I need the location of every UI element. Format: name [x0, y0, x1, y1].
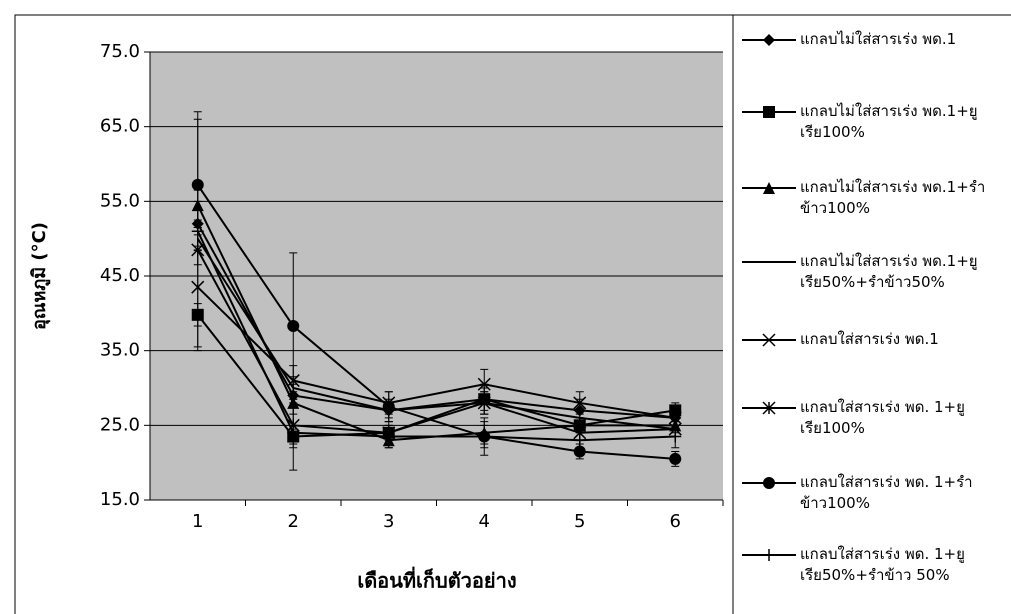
y-tick-label: 15.0: [100, 489, 140, 510]
legend-label: แกลบใส่สารเร่ง พด. 1+ยูเรีย50%+รำข้าว 50…: [800, 544, 1008, 586]
x-tick-label: 1: [192, 511, 203, 532]
chart: อุณหภูมิ (°C) เดือนที่เก็บตัวอย่าง 15.0 2…: [0, 0, 1011, 614]
marker: [763, 106, 775, 118]
y-tick-label: 55.0: [100, 190, 140, 211]
x-tick-label: 6: [670, 511, 681, 532]
page: อุณหภูมิ (°C) เดือนที่เก็บตัวอย่าง 15.0 2…: [0, 0, 1011, 614]
x-tick-label: 5: [574, 511, 585, 532]
y-tick-label: 75.0: [100, 41, 140, 62]
x-tick-label: 2: [288, 511, 299, 532]
marker: [669, 453, 681, 465]
legend-label: แกลบไม่ใส่สารเร่ง พด.1+รำข้าว100%: [800, 177, 1008, 219]
legend-label: แกลบใส่สารเร่ง พด. 1+ยูเรีย100%: [800, 397, 1008, 439]
x-tick-label: 3: [383, 511, 394, 532]
marker: [383, 401, 395, 413]
x-tick-label: 4: [479, 511, 490, 532]
legend-label: แกลบไม่ใส่สารเร่ง พด.1+ยูเรีย100%: [800, 101, 1008, 143]
y-tick-label: 35.0: [100, 340, 140, 361]
legend-label: แกลบใส่สารเร่ง พด. 1+รำข้าว100%: [800, 472, 1008, 514]
legend-label: แกลบไม่ใส่สารเร่ง พด.1+ยูเรีย50%+รำข้าว5…: [800, 251, 1008, 293]
y-axis-title: อุณหภูมิ (°C): [29, 222, 51, 330]
y-tick-label: 45.0: [100, 265, 140, 286]
x-axis-title: เดือนที่เก็บตัวอย่าง: [357, 566, 516, 593]
y-tick-label: 65.0: [100, 116, 140, 137]
marker: [287, 320, 299, 332]
legend-label: แกลบใส่สารเร่ง พด.1: [800, 329, 1008, 350]
y-tick-label: 25.0: [100, 414, 140, 435]
legend-label: แกลบไม่ใส่สารเร่ง พด.1: [800, 29, 1008, 50]
marker: [763, 477, 775, 489]
